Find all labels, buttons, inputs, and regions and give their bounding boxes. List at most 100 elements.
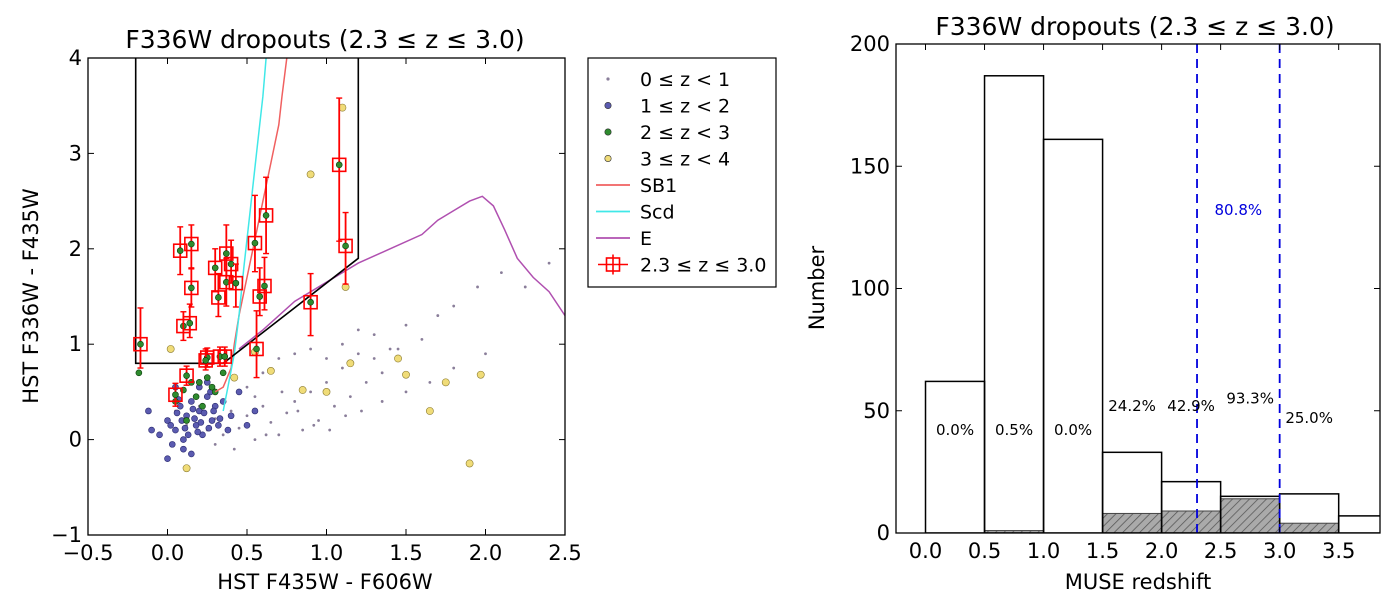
scatter-point-pop0 bbox=[245, 385, 249, 389]
scatter-point-pop1 bbox=[197, 419, 205, 426]
y-tick-label: −1 bbox=[51, 523, 82, 547]
legend-marker bbox=[604, 128, 612, 136]
scatter-point-pop0 bbox=[253, 395, 257, 399]
scatter-point-pop3 bbox=[306, 170, 315, 179]
hatched-bar bbox=[1220, 498, 1281, 533]
dropout-point bbox=[137, 340, 144, 348]
scatter-point-pop2 bbox=[183, 417, 190, 424]
legend-marker bbox=[606, 77, 610, 81]
scatter-point-pop1 bbox=[227, 412, 235, 420]
dropout-point bbox=[188, 284, 195, 292]
scatter-point-pop0 bbox=[380, 371, 384, 375]
scatter-point-pop0 bbox=[360, 409, 363, 413]
dropout-square bbox=[184, 236, 199, 252]
scatter-point-pop0 bbox=[341, 366, 344, 370]
scatter-point-pop1 bbox=[145, 407, 152, 415]
scatter-point-pop3 bbox=[425, 407, 434, 415]
histogram-panel: F336W dropouts (2.3 ≤ z ≤ 3.0) 80.8% 0.0%… bbox=[805, 12, 1381, 594]
x-tick-label: 0.0 bbox=[151, 541, 184, 565]
y-tick-label: 3 bbox=[69, 141, 82, 165]
selected-dropout bbox=[247, 194, 263, 273]
scatter-point-pop0 bbox=[296, 409, 300, 413]
selected-dropout bbox=[217, 346, 233, 367]
scatter-point-pop0 bbox=[404, 390, 408, 394]
x-tick-label: 0.5 bbox=[230, 541, 263, 565]
scatter-point-pop3 bbox=[441, 378, 450, 387]
scatter-point-pop0 bbox=[277, 433, 281, 437]
y-tick-label: 0 bbox=[877, 521, 890, 545]
selected-dropout bbox=[338, 211, 353, 285]
legend-item: SB1 bbox=[596, 175, 677, 197]
selected-dropout bbox=[198, 348, 213, 371]
x-tick-label: 2.0 bbox=[469, 541, 502, 565]
track-sb1 bbox=[214, 58, 288, 393]
bin-percentage-label: 0.0% bbox=[1054, 421, 1092, 439]
selected-dropout bbox=[184, 268, 199, 308]
dropout-square bbox=[207, 260, 223, 276]
scatter-point-pop0 bbox=[325, 357, 328, 360]
dropout-point bbox=[307, 298, 314, 306]
y-tick-label: 50 bbox=[863, 399, 890, 423]
dropout-point bbox=[172, 391, 179, 399]
bin-percentage-label: 24.2% bbox=[1108, 397, 1156, 415]
dropout-square bbox=[133, 336, 148, 352]
selected-dropout bbox=[172, 226, 188, 276]
dropout-point bbox=[215, 294, 222, 301]
hatched-bar bbox=[1102, 512, 1163, 533]
dropout-point bbox=[202, 357, 209, 364]
legend-item: 0 ≤ z < 1 bbox=[606, 69, 730, 91]
scatter-point-pop1 bbox=[194, 428, 202, 436]
scatter-point-pop0 bbox=[372, 357, 376, 360]
legend-item: E bbox=[596, 228, 652, 250]
selected-dropout bbox=[179, 365, 194, 386]
scatter-point-pop1 bbox=[156, 431, 163, 439]
selected-dropout bbox=[258, 176, 274, 255]
scatter-point-pop1 bbox=[203, 393, 211, 400]
bin-percentage-label: 0.0% bbox=[936, 421, 974, 439]
dropout-square bbox=[182, 315, 198, 331]
scatter-point-pop0 bbox=[293, 352, 297, 356]
x-tick-label: 2.5 bbox=[1204, 539, 1237, 563]
scatter-point-pop0 bbox=[436, 314, 440, 317]
scatter-point-pop0 bbox=[328, 428, 332, 432]
legend-label: 2.3 ≤ z ≤ 3.0 bbox=[640, 255, 766, 277]
dropout-square bbox=[331, 157, 347, 173]
scatter-point-pop1 bbox=[164, 417, 171, 424]
x-tick-label: −0.5 bbox=[63, 541, 114, 565]
scatter-point-pop0 bbox=[253, 438, 257, 441]
bin-percentage-label: 93.3% bbox=[1226, 389, 1274, 407]
scatter-point-pop0 bbox=[285, 411, 289, 415]
scatter-point-pop0 bbox=[364, 380, 368, 384]
dropout-point bbox=[223, 250, 230, 257]
x-tick-label: 2.5 bbox=[548, 541, 581, 565]
scatter-point-pop1 bbox=[224, 426, 232, 434]
dropout-point bbox=[256, 293, 264, 300]
left-chart-title: F336W dropouts (2.3 ≤ z ≤ 3.0) bbox=[125, 25, 524, 54]
legend-item: Scd bbox=[596, 202, 675, 224]
legend-frame bbox=[587, 57, 777, 288]
track-e bbox=[238, 195, 565, 350]
left-plot-frame bbox=[87, 57, 566, 536]
x-tick-label: 3.0 bbox=[1263, 539, 1296, 563]
dropout-square bbox=[168, 387, 183, 403]
right-chart-title: F336W dropouts (2.3 ≤ z ≤ 3.0) bbox=[935, 12, 1334, 41]
scatter-point-pop2 bbox=[192, 393, 200, 400]
scatter-point-pop1 bbox=[180, 436, 187, 443]
y-tick-label: 150 bbox=[850, 154, 890, 178]
scatter-point-pop0 bbox=[341, 342, 344, 346]
scatter-point-pop1 bbox=[164, 455, 171, 462]
selection-region bbox=[134, 58, 360, 365]
dropout-point bbox=[232, 279, 240, 287]
completeness-label: 80.8% bbox=[1215, 201, 1263, 219]
hatched-bar bbox=[1161, 510, 1222, 533]
x-tick-label: 1.5 bbox=[1086, 539, 1119, 563]
dropout-point bbox=[253, 345, 260, 353]
dropout-square bbox=[338, 238, 353, 254]
dropout-point bbox=[211, 264, 219, 272]
scatter-point-pop0 bbox=[264, 433, 268, 437]
scatter-point-pop0 bbox=[325, 380, 328, 384]
right-plot-frame bbox=[895, 43, 1381, 534]
scatter-point-pop0 bbox=[301, 428, 305, 432]
x-tick-label: 1.0 bbox=[310, 541, 343, 565]
scatter-point-pop2 bbox=[135, 369, 143, 377]
